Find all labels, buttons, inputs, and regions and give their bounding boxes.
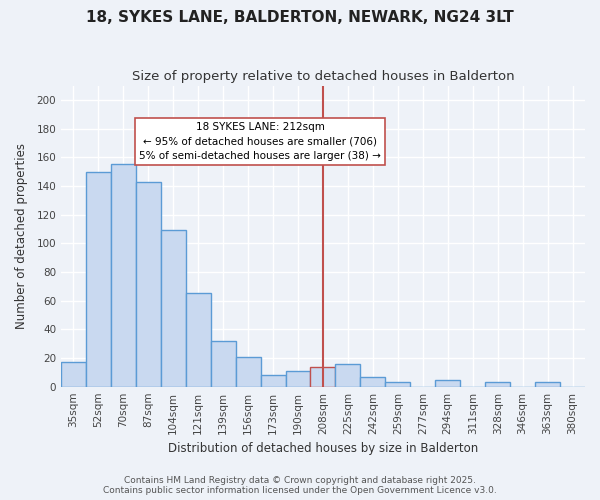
Bar [310,366,335,386]
Bar [86,172,111,386]
Bar [385,382,410,386]
Bar [361,376,385,386]
Bar [260,375,286,386]
X-axis label: Distribution of detached houses by size in Balderton: Distribution of detached houses by size … [168,442,478,455]
Bar [435,380,460,386]
Bar [136,182,161,386]
Bar [211,341,236,386]
Y-axis label: Number of detached properties: Number of detached properties [15,143,28,329]
Title: Size of property relative to detached houses in Balderton: Size of property relative to detached ho… [131,70,514,83]
Bar [186,294,211,386]
Bar [535,382,560,386]
Bar [111,164,136,386]
Bar [335,364,361,386]
Bar [485,382,510,386]
Bar [61,362,86,386]
Text: Contains HM Land Registry data © Crown copyright and database right 2025.
Contai: Contains HM Land Registry data © Crown c… [103,476,497,495]
Text: 18 SYKES LANE: 212sqm
← 95% of detached houses are smaller (706)
5% of semi-deta: 18 SYKES LANE: 212sqm ← 95% of detached … [139,122,381,162]
Bar [161,230,186,386]
Text: 18, SYKES LANE, BALDERTON, NEWARK, NG24 3LT: 18, SYKES LANE, BALDERTON, NEWARK, NG24 … [86,10,514,25]
Bar [236,356,260,386]
Bar [286,371,310,386]
